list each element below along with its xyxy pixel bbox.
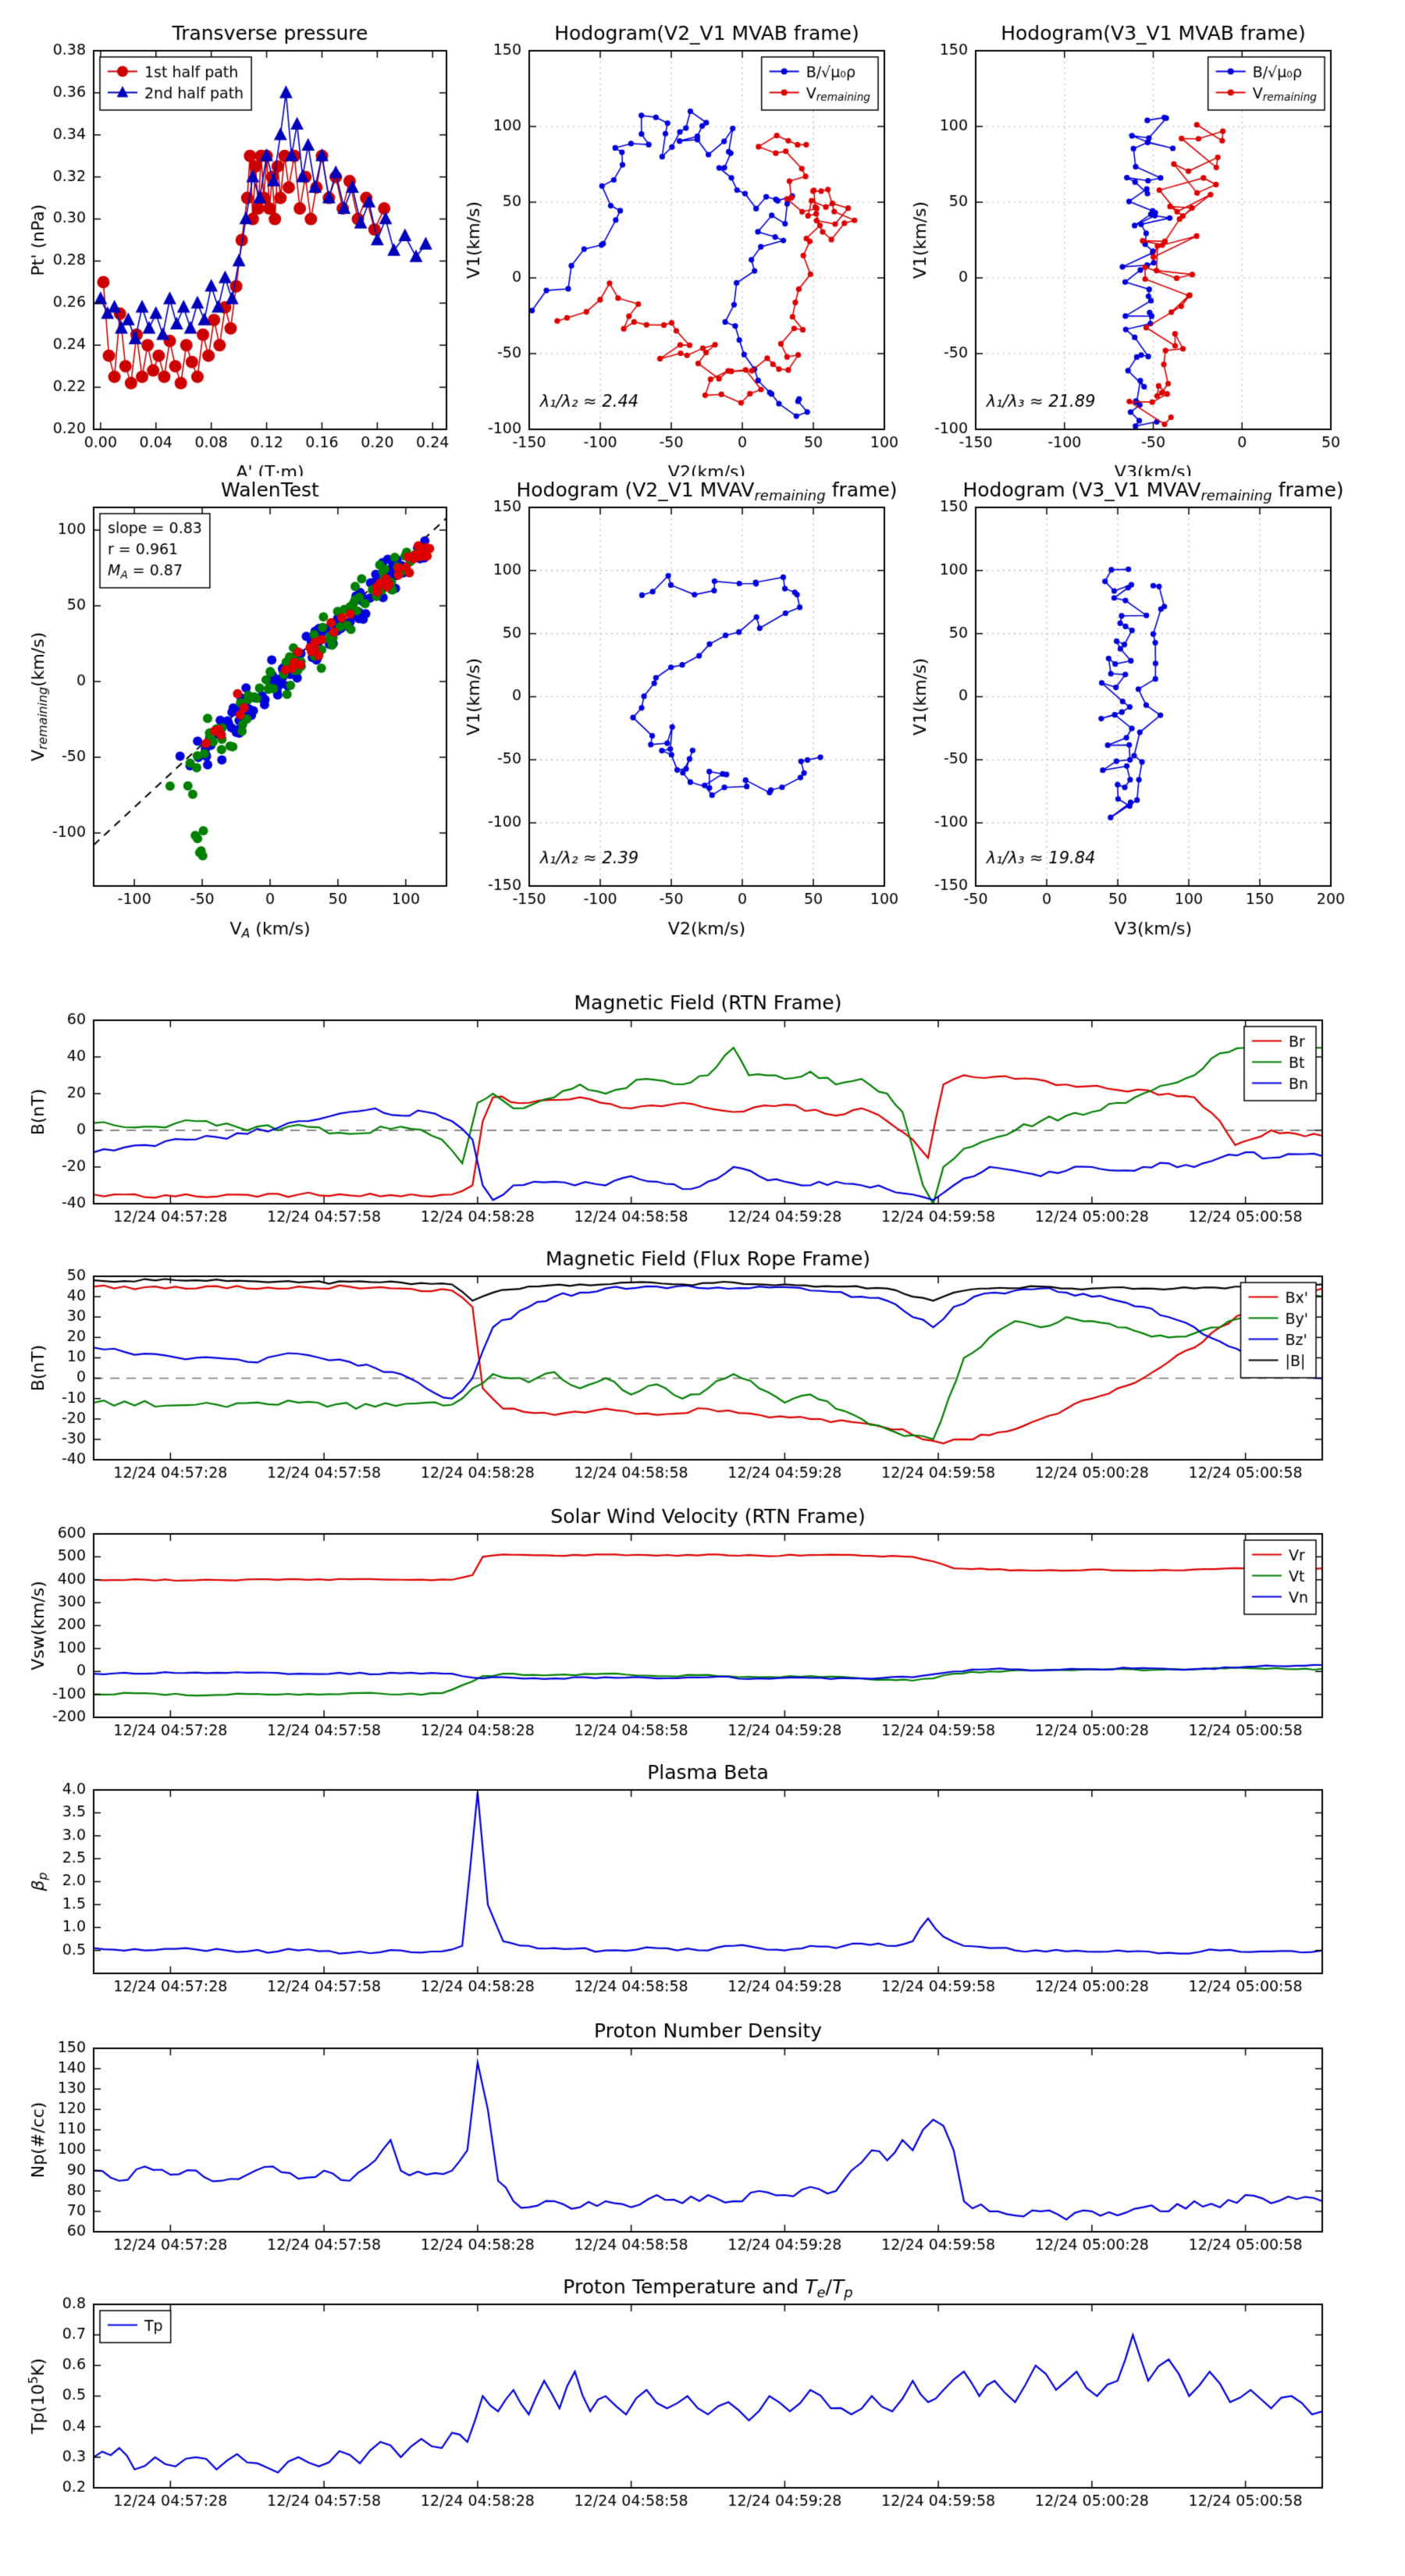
hodogram-v2v1-mvab-chart xyxy=(453,20,929,488)
plasma-beta-chart xyxy=(16,1743,1389,2016)
hodogram-v2v1-mvav-chart xyxy=(453,476,929,945)
magnetic-field-flux-rope-chart xyxy=(16,1229,1389,1503)
proton-density-chart xyxy=(16,2001,1389,2275)
hodogram-v3v1-mvab-chart xyxy=(898,20,1375,488)
proton-temperature-chart xyxy=(16,2258,1389,2531)
transverse-pressure-chart xyxy=(16,20,492,488)
solar-wind-velocity-chart xyxy=(16,1487,1389,1760)
walen-test-chart xyxy=(16,476,492,945)
magnetic-field-rtn-chart xyxy=(16,973,1389,1247)
hodogram-v3v1-mvav-chart xyxy=(898,476,1375,945)
